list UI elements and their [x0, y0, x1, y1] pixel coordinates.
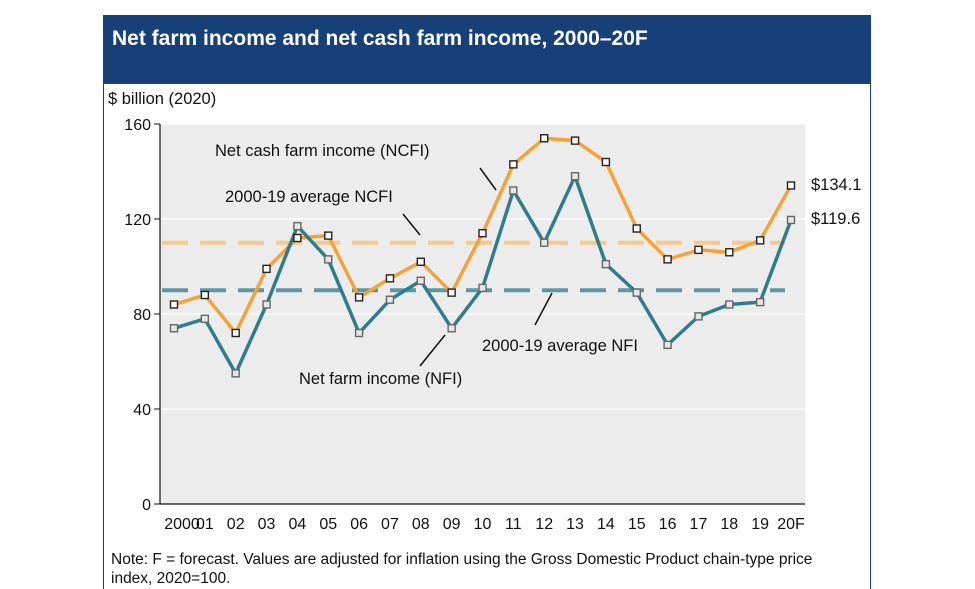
- annotations: Net cash farm income (NCFI) 2000-19 aver…: [215, 142, 861, 388]
- data-point: [755, 236, 765, 245]
- x-tick-label: 13: [566, 516, 584, 533]
- title-bar: [103, 15, 871, 84]
- nfi-leader-line: [419, 334, 446, 367]
- data-point: [570, 136, 580, 145]
- data-point: [385, 274, 395, 283]
- data-point: [725, 300, 734, 309]
- data-point: [293, 221, 302, 231]
- ncfi-series-label: Net cash farm income (NCFI): [215, 142, 430, 160]
- data-point: [663, 255, 672, 264]
- y-tick-labels: 0 40 80 120 160: [124, 117, 161, 514]
- y-tick-label: 120: [124, 212, 151, 229]
- data-point: [632, 224, 641, 233]
- data-point: [200, 290, 210, 300]
- data-point: [694, 312, 703, 321]
- x-tick-label: 09: [443, 516, 461, 533]
- data-point: [786, 215, 796, 225]
- y-tick-label: 160: [124, 117, 151, 134]
- data-point: [262, 264, 271, 274]
- data-point: [632, 288, 641, 297]
- x-tick-label: 07: [381, 516, 399, 533]
- data-point: [169, 324, 179, 333]
- data-point: [447, 324, 456, 333]
- reference-lines: [162, 240, 785, 293]
- data-point: [293, 233, 302, 243]
- avg-ncfi-label: 2000-19 average NCFI: [225, 188, 393, 206]
- x-tick-label: 16: [659, 516, 677, 533]
- y-tick-label: 80: [133, 307, 151, 324]
- data-point: [169, 300, 179, 309]
- data-point: [663, 340, 672, 350]
- x-tick-label: 04: [289, 516, 307, 533]
- data-point: [725, 248, 734, 257]
- data-point: [416, 257, 425, 266]
- data-point: [694, 245, 703, 255]
- data-point: [354, 293, 364, 302]
- x-tick-label: 11: [505, 516, 522, 533]
- data-point: [509, 186, 518, 195]
- page-title: Net farm income and net cash farm income…: [112, 27, 648, 50]
- data-point: [354, 328, 364, 338]
- avg-ncfi-leader-line: [402, 213, 421, 236]
- data-point: [324, 231, 333, 240]
- y-axis-label: $ billion (2020): [108, 90, 217, 108]
- x-tick-label: 06: [350, 516, 368, 533]
- data-point: [540, 238, 549, 247]
- x-tick-label: 2000: [164, 516, 200, 533]
- x-tick-label: 02: [227, 516, 245, 533]
- x-tick-label: 08: [412, 516, 430, 533]
- data-point: [570, 172, 580, 181]
- data-point: [447, 288, 456, 297]
- footnote: Note: F = forecast. Values are adjusted …: [111, 551, 813, 587]
- data-point: [509, 160, 518, 169]
- data-point: [231, 328, 240, 338]
- x-tick-label: 15: [628, 516, 646, 533]
- data-point: [200, 314, 210, 323]
- x-tick-label: 01: [196, 516, 214, 533]
- x-tick-label: 18: [720, 516, 738, 533]
- x-tick-label: 20F: [777, 516, 805, 533]
- x-tick-label: 10: [474, 516, 492, 533]
- avg-nfi-leader-line: [534, 292, 553, 326]
- data-point: [416, 276, 425, 285]
- nfi-end-value: $119.6: [811, 210, 860, 228]
- data-point: [601, 157, 611, 167]
- data-point: [601, 259, 611, 269]
- ncfi-leader-line: [479, 167, 497, 191]
- data-point: [385, 295, 395, 304]
- data-point: [478, 283, 487, 293]
- x-tick-label: 14: [597, 516, 615, 533]
- data-point: [324, 255, 333, 264]
- data-point: [231, 369, 240, 378]
- x-tick-label: 17: [690, 516, 708, 533]
- x-tick-label: 19: [751, 516, 769, 533]
- y-tick-label: 0: [142, 497, 151, 514]
- data-point: [755, 297, 765, 307]
- ncfi-end-value: $134.1: [811, 176, 861, 194]
- x-tick-label: 03: [258, 516, 276, 533]
- x-tick-label: 12: [535, 516, 553, 533]
- series-lines: [169, 134, 796, 378]
- data-point: [478, 229, 487, 238]
- data-point: [786, 181, 796, 190]
- data-point: [262, 300, 271, 309]
- avg-nfi-label: 2000-19 average NFI: [482, 337, 638, 355]
- x-tick-label: 05: [319, 516, 337, 533]
- y-tick-label: 40: [133, 402, 151, 419]
- data-point: [540, 134, 549, 143]
- nfi-series-label: Net farm income (NFI): [299, 370, 462, 388]
